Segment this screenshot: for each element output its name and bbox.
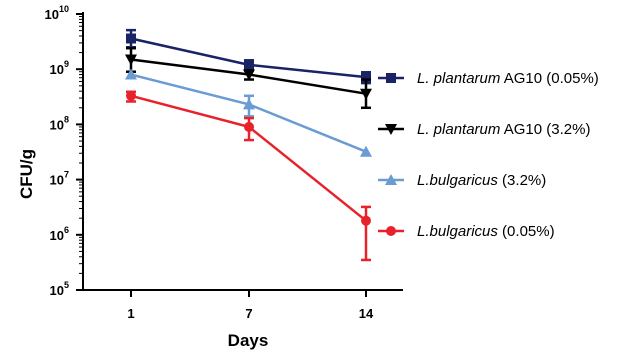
data-point (243, 98, 255, 110)
y-tick-label: 106 (50, 225, 69, 243)
series-3 (125, 68, 372, 157)
axes: 105 106 107 108 109 1010 1 7 14 (45, 4, 403, 321)
data-point (244, 121, 254, 132)
legend-label: L.bulgaricus (0.05%) (417, 223, 555, 240)
data-point (360, 88, 372, 100)
series-4 (126, 90, 371, 262)
x-tick-label: 7 (245, 306, 252, 321)
series-2 (125, 46, 372, 110)
data-point (126, 33, 136, 44)
data-point (126, 90, 136, 101)
y-tick-label: 1010 (45, 4, 69, 22)
legend-marker (385, 124, 397, 135)
x-tick-label: 1 (127, 306, 134, 321)
legend: L. plantarum AG10 (0.05%) L. plantarum AG… (378, 70, 599, 240)
data-point (361, 72, 371, 83)
legend-label: L.bulgaricus (3.2%) (417, 172, 546, 189)
legend-label: L. plantarum AG10 (0.05%) (417, 70, 599, 87)
y-tick-label: 107 (50, 170, 69, 188)
legend-entry-1: L. plantarum AG10 (0.05%) (378, 70, 599, 87)
y-tick-label: 109 (50, 59, 69, 77)
x-tick-label: 14 (359, 306, 374, 321)
data-point (360, 145, 372, 157)
legend-marker (386, 226, 396, 236)
data-point (243, 69, 255, 81)
x-axis-title: Days (228, 331, 269, 350)
legend-entry-4: L.bulgaricus (0.05%) (378, 223, 555, 240)
data-point (125, 54, 137, 66)
legend-marker (385, 174, 397, 185)
legend-entry-2: L. plantarum AG10 (3.2%) (378, 121, 590, 138)
legend-entry-3: L.bulgaricus (3.2%) (378, 172, 546, 189)
y-tick-label: 105 (50, 280, 69, 298)
y-axis-title: CFU/g (17, 149, 36, 199)
data-point (361, 215, 371, 226)
legend-label: L. plantarum AG10 (3.2%) (417, 121, 590, 138)
data-point (125, 68, 137, 80)
plot-area (125, 28, 372, 262)
y-tick-label: 108 (50, 114, 69, 132)
legend-marker (386, 73, 396, 83)
data-point (244, 59, 254, 70)
